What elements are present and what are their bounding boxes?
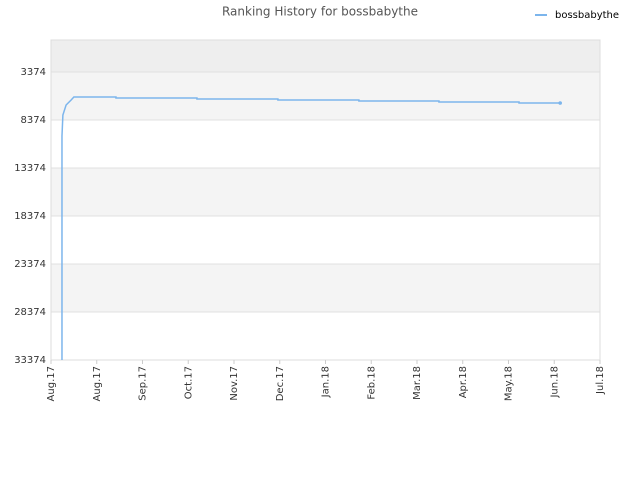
y-tick-label: 3374 [21, 67, 46, 78]
x-tick-label: Nov.17 [229, 366, 240, 401]
x-tick-label: Aug.17 [92, 366, 103, 401]
x-tick-label: Mar.18 [412, 366, 423, 400]
band [51, 119, 600, 168]
x-tick-label: Jan.18 [321, 366, 332, 398]
x-tick-label: Sep.17 [138, 366, 149, 401]
x-tick-label: Jun.18 [549, 366, 560, 399]
y-tick-label: 23374 [14, 259, 46, 270]
band [51, 311, 600, 360]
y-tick-label: 13374 [14, 163, 46, 174]
y-tick-label: 28374 [14, 307, 46, 318]
chart-title: Ranking History for bossbabythe [222, 5, 418, 19]
band [51, 215, 600, 264]
band [51, 263, 600, 312]
y-tick-label: 18374 [14, 211, 46, 222]
band [51, 167, 600, 216]
x-tick-label: Oct.17 [183, 366, 194, 399]
x-tick-label: May.18 [504, 366, 515, 401]
x-tick-label: Feb.18 [366, 366, 377, 400]
line [61, 96, 561, 360]
end-marker [558, 101, 562, 105]
x-tick-label: Apr.18 [458, 366, 469, 398]
band [51, 40, 600, 72]
y-tick-label: 33374 [14, 355, 46, 366]
x-tick-label: Aug.17 [46, 366, 57, 401]
legend-label: bossbabythe [555, 10, 619, 21]
x-tick-label: Dec.17 [275, 366, 286, 401]
y-tick-label: 8374 [21, 115, 46, 126]
band [51, 71, 600, 120]
x-tick-label: Jul.18 [595, 366, 606, 395]
